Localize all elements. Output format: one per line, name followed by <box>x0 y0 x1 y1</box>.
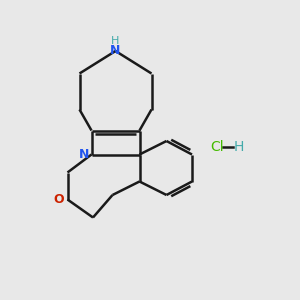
Text: N: N <box>79 148 89 161</box>
Text: O: O <box>54 193 64 206</box>
Text: H: H <box>233 140 244 154</box>
Text: N: N <box>110 44 121 58</box>
Text: Cl: Cl <box>210 140 224 154</box>
Text: H: H <box>111 36 120 46</box>
